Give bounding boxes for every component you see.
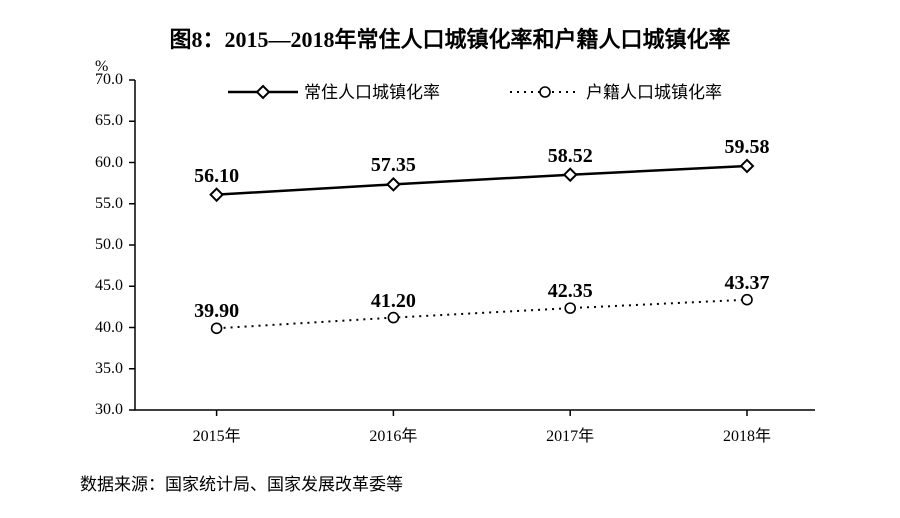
series-line-resident <box>217 166 747 195</box>
data-label-registered: 43.37 <box>707 272 787 295</box>
data-label-resident: 57.35 <box>353 154 433 177</box>
series-marker-resident <box>211 189 223 201</box>
data-label-registered: 39.90 <box>177 300 257 323</box>
chart-title: 图8：2015—2018年常住人口城镇化率和户籍人口城镇化率 <box>0 22 900 54</box>
y-tick-label: 45.0 <box>73 277 123 295</box>
legend-label: 常住人口城镇化率 <box>304 83 440 102</box>
y-tick-label: 50.0 <box>73 236 123 254</box>
chart-svg: 常住人口城镇化率 户籍人口城镇化率 <box>135 80 815 410</box>
legend: 常住人口城镇化率 户籍人口城镇化率 <box>228 83 722 102</box>
series-marker-registered <box>565 303 575 313</box>
y-tick-label: 65.0 <box>73 112 123 130</box>
series-marker-resident <box>741 160 753 172</box>
page-container: { "chart": { "type": "line", "title": "图… <box>0 0 900 518</box>
series-marker-registered <box>388 313 398 323</box>
data-label-resident: 58.52 <box>530 145 610 168</box>
data-label-resident: 56.10 <box>177 165 257 188</box>
series-marker-resident <box>564 169 576 181</box>
series-marker-registered <box>212 323 222 333</box>
data-label-registered: 42.35 <box>530 280 610 303</box>
data-label-resident: 59.58 <box>707 136 787 159</box>
legend-marker <box>257 86 269 98</box>
legend-marker <box>540 87 550 97</box>
x-tick-label: 2015年 <box>167 422 267 446</box>
data-source: 数据来源：国家统计局、国家发展改革委等 <box>80 470 403 495</box>
y-tick-label: 60.0 <box>73 154 123 172</box>
data-label-registered: 41.20 <box>353 290 433 313</box>
y-tick-label: 55.0 <box>73 195 123 213</box>
x-tick-label: 2017年 <box>520 422 620 446</box>
plot-area: 常住人口城镇化率户籍人口城镇化率30.035.040.045.050.055.0… <box>135 80 815 410</box>
axes <box>135 80 815 410</box>
x-tick-label: 2016年 <box>343 422 443 446</box>
series-marker-resident <box>387 178 399 190</box>
series-line-registered <box>217 300 747 329</box>
x-tick-label: 2018年 <box>697 422 797 446</box>
y-tick-label: 70.0 <box>73 71 123 89</box>
y-tick-label: 40.0 <box>73 319 123 337</box>
legend-label: 户籍人口城镇化率 <box>586 83 722 102</box>
y-tick-label: 30.0 <box>73 401 123 419</box>
series-marker-registered <box>742 295 752 305</box>
y-tick-label: 35.0 <box>73 360 123 378</box>
